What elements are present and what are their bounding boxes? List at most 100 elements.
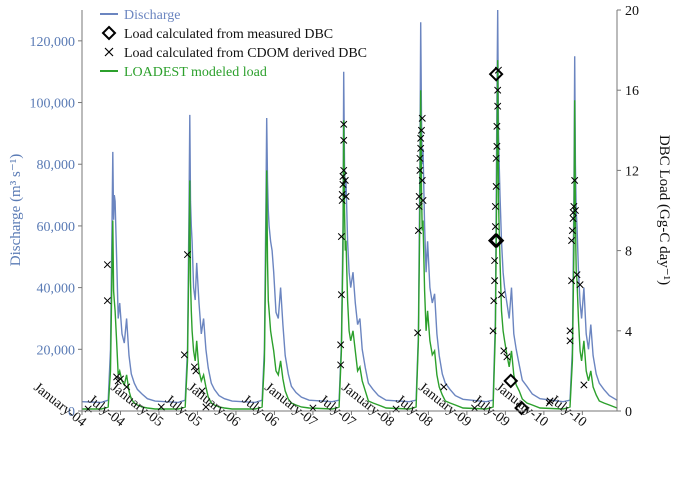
y-left-tick-label: 60,000 — [37, 220, 76, 235]
cdom-point — [492, 154, 500, 162]
cdom-point — [113, 373, 121, 381]
cdom-point — [337, 291, 345, 299]
cdom-point — [180, 351, 188, 359]
cdom-point — [338, 190, 346, 199]
y-right-tick-label: 4 — [625, 325, 632, 340]
y-left-tick-label: 0 — [68, 405, 75, 420]
cdom-point — [580, 381, 588, 389]
cdom-point — [417, 126, 426, 134]
legend-entry: LOADEST modeled load — [100, 65, 267, 80]
cdom-point — [497, 291, 506, 299]
cdom-point — [568, 237, 576, 245]
cdom-point — [571, 206, 579, 215]
cdom-point — [337, 341, 345, 349]
measured-point — [489, 233, 505, 248]
measured-point — [514, 400, 529, 416]
legend-swatch — [104, 47, 114, 57]
cdom-point — [566, 327, 574, 335]
y-left-tick-label: 120,000 — [30, 35, 76, 50]
y-left-tick-label: 40,000 — [37, 282, 76, 297]
cdom-point — [339, 180, 347, 188]
legend-entry: Load calculated from measured DBC — [101, 25, 333, 42]
plot-area — [81, 9, 618, 416]
cdom-point — [309, 404, 317, 412]
cdom-point — [491, 202, 499, 211]
cdom-point — [116, 375, 125, 383]
cdom-point — [416, 154, 424, 162]
legend: Discharge Load calculated from measured D… — [100, 8, 367, 80]
cdom-point — [568, 277, 576, 285]
axes: 0 20,000 40,000 60,000 80,000 100,000 120,000 0… — [30, 4, 640, 430]
cdom-point — [202, 403, 210, 411]
cdom-point — [103, 297, 111, 305]
cdom-point — [123, 383, 131, 391]
cdom-point — [489, 327, 497, 335]
cdom-point — [418, 114, 426, 122]
cdom-point — [503, 353, 511, 361]
cdom-point — [471, 404, 479, 412]
y-axis-left-title: Discharge (m³ s⁻¹) — [8, 154, 24, 266]
cdom-point — [340, 120, 348, 128]
cdom-point — [440, 383, 448, 391]
cdom-point — [416, 166, 424, 174]
cdom-point — [198, 387, 206, 395]
cdom-point — [491, 222, 499, 231]
y-right-tick-label: 12 — [625, 164, 639, 179]
measured-point — [487, 233, 503, 248]
cdom-point — [192, 367, 200, 375]
cdom-point — [576, 281, 584, 289]
cdom-point — [157, 403, 165, 411]
cdom-point — [545, 399, 553, 407]
cdom-point — [570, 202, 578, 211]
x-tick-label: January-04 — [31, 380, 89, 430]
cdom-point — [103, 261, 111, 269]
cdom-point — [569, 214, 577, 223]
y-right-tick-label: 0 — [625, 405, 632, 420]
cdom-point — [414, 329, 422, 337]
cdom-point — [568, 226, 576, 235]
cdom-point — [340, 136, 348, 144]
legend-entry: Discharge — [100, 8, 181, 23]
y-right-tick-label: 20 — [625, 4, 639, 19]
cdom-point — [494, 86, 502, 94]
y-left-tick-label: 100,000 — [30, 97, 76, 112]
cdom-point — [337, 361, 345, 369]
measured-point — [503, 373, 519, 389]
cdom-point — [417, 144, 425, 152]
cdom-point — [494, 102, 502, 110]
legend-entry: Load calculated from CDOM derived DBC — [104, 46, 367, 61]
legend-label: Discharge — [124, 8, 181, 23]
cdom-point — [417, 134, 425, 142]
cdom-point — [418, 176, 426, 184]
cdom-point — [337, 233, 345, 241]
cdom-point — [566, 337, 574, 345]
cdom-point — [419, 196, 427, 205]
cdom-point — [190, 363, 198, 371]
cdom-point — [546, 397, 554, 405]
y-right-tick-label: 8 — [625, 245, 632, 260]
legend-label: LOADEST modeled load — [124, 65, 267, 80]
y-right-tick-label: 16 — [625, 84, 639, 99]
cdom-point — [571, 176, 579, 184]
y-left-tick-label: 20,000 — [37, 343, 76, 358]
measured-point — [488, 66, 504, 82]
cdom-point — [340, 166, 348, 174]
cdom-point — [341, 176, 349, 184]
loadest-line — [82, 60, 618, 410]
cdom-point — [492, 182, 500, 190]
y-axis-right-title: DBC Load (Gg-C day⁻¹) — [656, 135, 672, 285]
y-left-tick-label: 80,000 — [37, 158, 76, 173]
cdom-point — [500, 347, 508, 355]
cdom-point — [490, 297, 498, 305]
cdom-point — [491, 277, 499, 285]
cdom-point — [493, 142, 501, 150]
legend-swatch — [101, 25, 117, 41]
legend-label: Load calculated from measured DBC — [124, 27, 333, 42]
cdom-point — [491, 257, 499, 265]
cdom-point — [342, 192, 350, 201]
cdom-point — [339, 172, 347, 180]
legend-label: Load calculated from CDOM derived DBC — [124, 46, 367, 61]
cdom-point — [183, 251, 192, 259]
cdom-point — [573, 271, 581, 279]
